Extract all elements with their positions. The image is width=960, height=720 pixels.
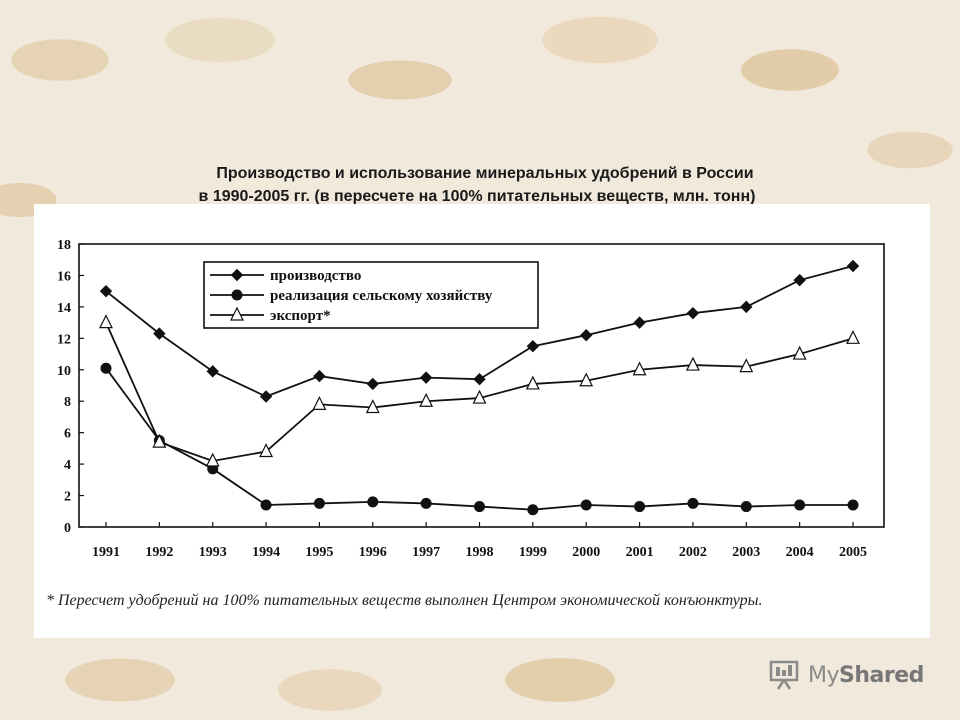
x-tick-label: 1993 bbox=[199, 545, 227, 560]
data-point-circle bbox=[580, 499, 592, 511]
data-point-triangle bbox=[472, 389, 487, 404]
y-tick-label: 2 bbox=[64, 490, 71, 505]
data-point-circle bbox=[687, 497, 699, 509]
data-point-circle bbox=[420, 497, 432, 509]
data-point-diamond bbox=[259, 390, 273, 403]
data-point-triangle bbox=[312, 396, 327, 410]
y-tick-label: 0 bbox=[64, 521, 71, 536]
line-chart: 0 2 4 6 8 10 12 14 16 18 1991 1992 1993 1994 1995 1996 1… bbox=[57, 238, 885, 560]
legend-label: экспорт* bbox=[270, 308, 331, 324]
data-point-diamond bbox=[633, 316, 646, 329]
data-point-triangle bbox=[365, 399, 380, 414]
data-point-diamond bbox=[473, 373, 486, 386]
data-point-triangle bbox=[525, 375, 540, 390]
x-tick-label: 1992 bbox=[145, 545, 173, 560]
data-point-triangle bbox=[579, 372, 594, 387]
chart-panel: 0 2 4 6 8 10 12 14 16 18 1991 1992 1993 1994 1995 1996 1… bbox=[34, 204, 930, 638]
data-point-diamond bbox=[526, 339, 540, 353]
x-tick-label: 2003 bbox=[732, 545, 760, 560]
data-point-diamond bbox=[580, 328, 593, 342]
data-point-diamond bbox=[846, 259, 860, 273]
data-point-diamond bbox=[99, 284, 113, 298]
data-point-triangle bbox=[259, 443, 274, 458]
x-tick-label: 2004 bbox=[786, 545, 814, 560]
data-point-triangle bbox=[419, 392, 434, 407]
data-point-diamond bbox=[740, 300, 753, 314]
data-point-circle bbox=[260, 499, 272, 511]
data-point-diamond bbox=[313, 369, 326, 383]
watermark-text: MyShared bbox=[808, 663, 924, 688]
data-point-circle bbox=[634, 501, 646, 513]
legend-marker-diamond bbox=[230, 268, 244, 282]
series-line-circle bbox=[105, 367, 853, 511]
data-point-triangle bbox=[846, 329, 860, 344]
data-point-triangle bbox=[152, 433, 167, 448]
x-tick-label: 2000 bbox=[572, 545, 600, 560]
chart-title: Производство и использование минеральных… bbox=[0, 162, 960, 208]
data-point-circle bbox=[100, 362, 112, 374]
data-point-circle bbox=[367, 496, 379, 508]
watermark-brand-a: My bbox=[808, 662, 840, 688]
data-point-circle bbox=[527, 504, 539, 516]
y-tick-label: 12 bbox=[57, 332, 71, 347]
legend-label: реализация сельскому хозяйству bbox=[270, 288, 493, 304]
watermark-brand-b: Shared bbox=[839, 662, 924, 688]
y-tick-label: 10 bbox=[57, 364, 71, 379]
y-tick-label: 18 bbox=[57, 238, 71, 253]
data-point-circle bbox=[474, 501, 485, 513]
x-tick-label: 2002 bbox=[679, 545, 707, 560]
chart-title-line-1: Производство и использование минеральных… bbox=[216, 165, 754, 182]
legend-marker-circle bbox=[231, 289, 243, 301]
data-point-circle bbox=[740, 501, 752, 513]
x-tick-label: 1998 bbox=[466, 545, 494, 560]
footnote: * Пересчет удобрений на 100% питательных… bbox=[46, 592, 763, 609]
data-point-triangle bbox=[205, 452, 220, 467]
data-point-diamond bbox=[206, 365, 219, 378]
data-point-diamond bbox=[793, 273, 806, 287]
data-point-diamond bbox=[366, 377, 379, 391]
plot-frame bbox=[78, 243, 885, 528]
x-tick-label: 1997 bbox=[412, 545, 440, 560]
data-point-triangle bbox=[739, 358, 754, 373]
data-point-triangle bbox=[632, 361, 647, 376]
y-tick-label: 14 bbox=[57, 301, 71, 316]
x-tick-label: 1996 bbox=[359, 545, 387, 560]
data-point-circle bbox=[847, 499, 859, 511]
chart-title-line-2: в 1990-2005 гг. (в пересчете на 100% пит… bbox=[198, 188, 756, 205]
data-point-triangle bbox=[792, 345, 807, 360]
data-point-diamond bbox=[153, 327, 166, 340]
data-point-diamond bbox=[419, 371, 433, 384]
data-point-triangle bbox=[685, 356, 700, 371]
x-tick-label: 1995 bbox=[305, 545, 333, 560]
legend-marker-triangle bbox=[230, 306, 244, 321]
myshared-watermark: MyShared bbox=[768, 658, 924, 692]
data-point-circle bbox=[313, 497, 325, 509]
y-tick-label: 16 bbox=[57, 269, 71, 284]
y-tick-label: 4 bbox=[64, 458, 71, 473]
x-tick-label: 1994 bbox=[252, 545, 280, 560]
data-point-diamond bbox=[686, 306, 700, 320]
legend-label: производство bbox=[270, 268, 361, 284]
x-tick-label: 2001 bbox=[626, 545, 654, 560]
data-point-triangle bbox=[99, 314, 113, 329]
x-tick-label: 1991 bbox=[92, 545, 120, 560]
y-tick-label: 6 bbox=[64, 427, 71, 442]
presentation-board-icon bbox=[769, 660, 799, 690]
x-tick-label: 1999 bbox=[519, 545, 547, 560]
y-tick-label: 8 bbox=[64, 395, 71, 410]
data-point-circle bbox=[794, 499, 806, 511]
x-tick-label: 2005 bbox=[839, 545, 867, 560]
